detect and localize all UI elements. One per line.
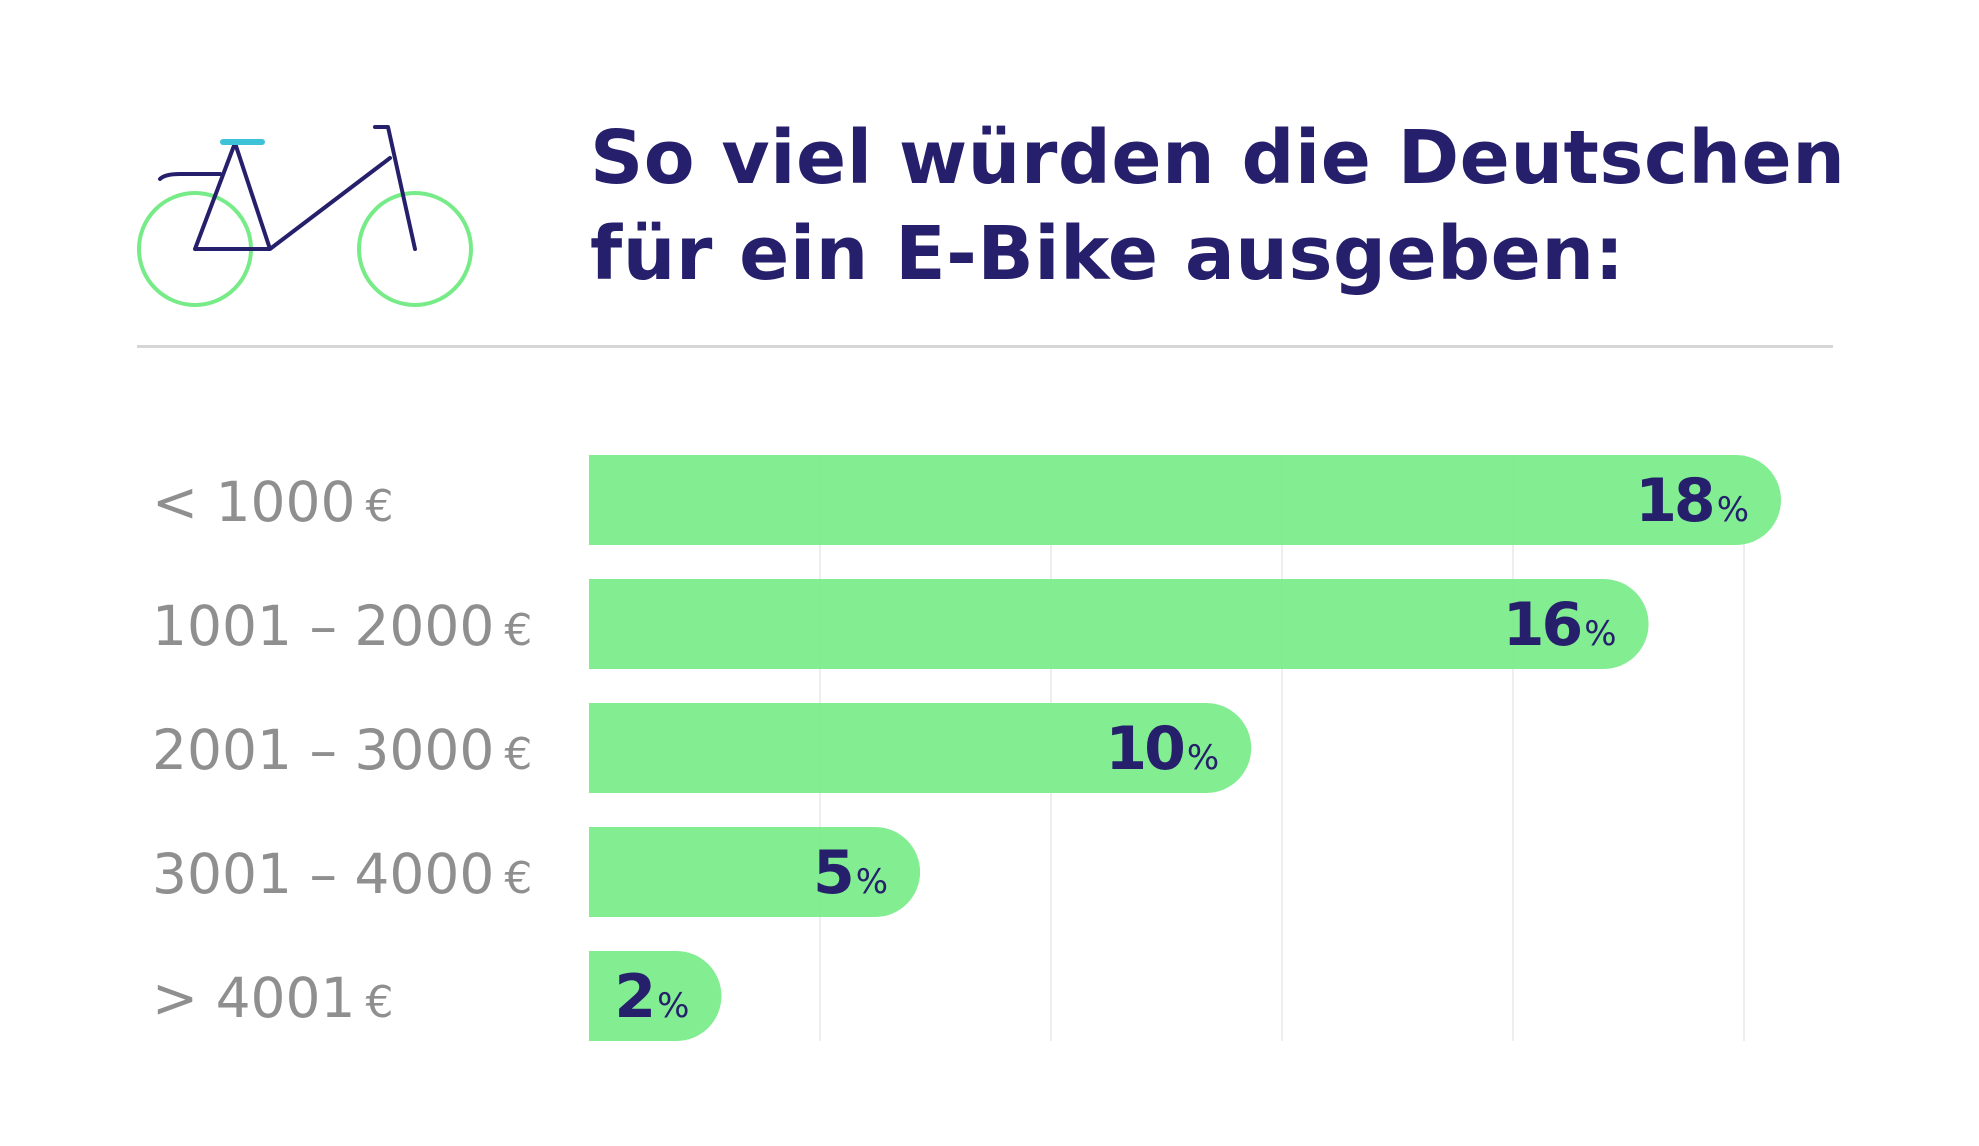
title-line-2: für ein E-Bike ausgeben: [590,211,1625,297]
data-label: 18% [1635,466,1749,536]
bike-frame [158,125,417,251]
bar [589,579,1649,669]
category-label: > 4001 € [152,966,394,1030]
bar [589,827,921,917]
category-label: 3001 – 4000 € [152,842,532,906]
data-label: 2% [614,962,689,1032]
bicycle-icon [137,125,473,307]
category-label: < 1000 € [152,470,394,534]
bar [589,455,1781,545]
title-divider [137,345,1833,348]
bike-front-wheel [357,191,473,307]
category-label: 2001 – 3000 € [152,718,532,782]
data-label: 10% [1105,714,1219,784]
data-label: 5% [813,838,888,908]
bar [589,951,722,1041]
page-title: So viel würden die Deutschen für ein E-B… [590,110,1845,302]
data-label: 16% [1503,590,1617,660]
bar [589,703,1252,793]
title-line-1: So viel würden die Deutschen [590,115,1846,201]
category-label: 1001 – 2000 € [152,594,532,658]
